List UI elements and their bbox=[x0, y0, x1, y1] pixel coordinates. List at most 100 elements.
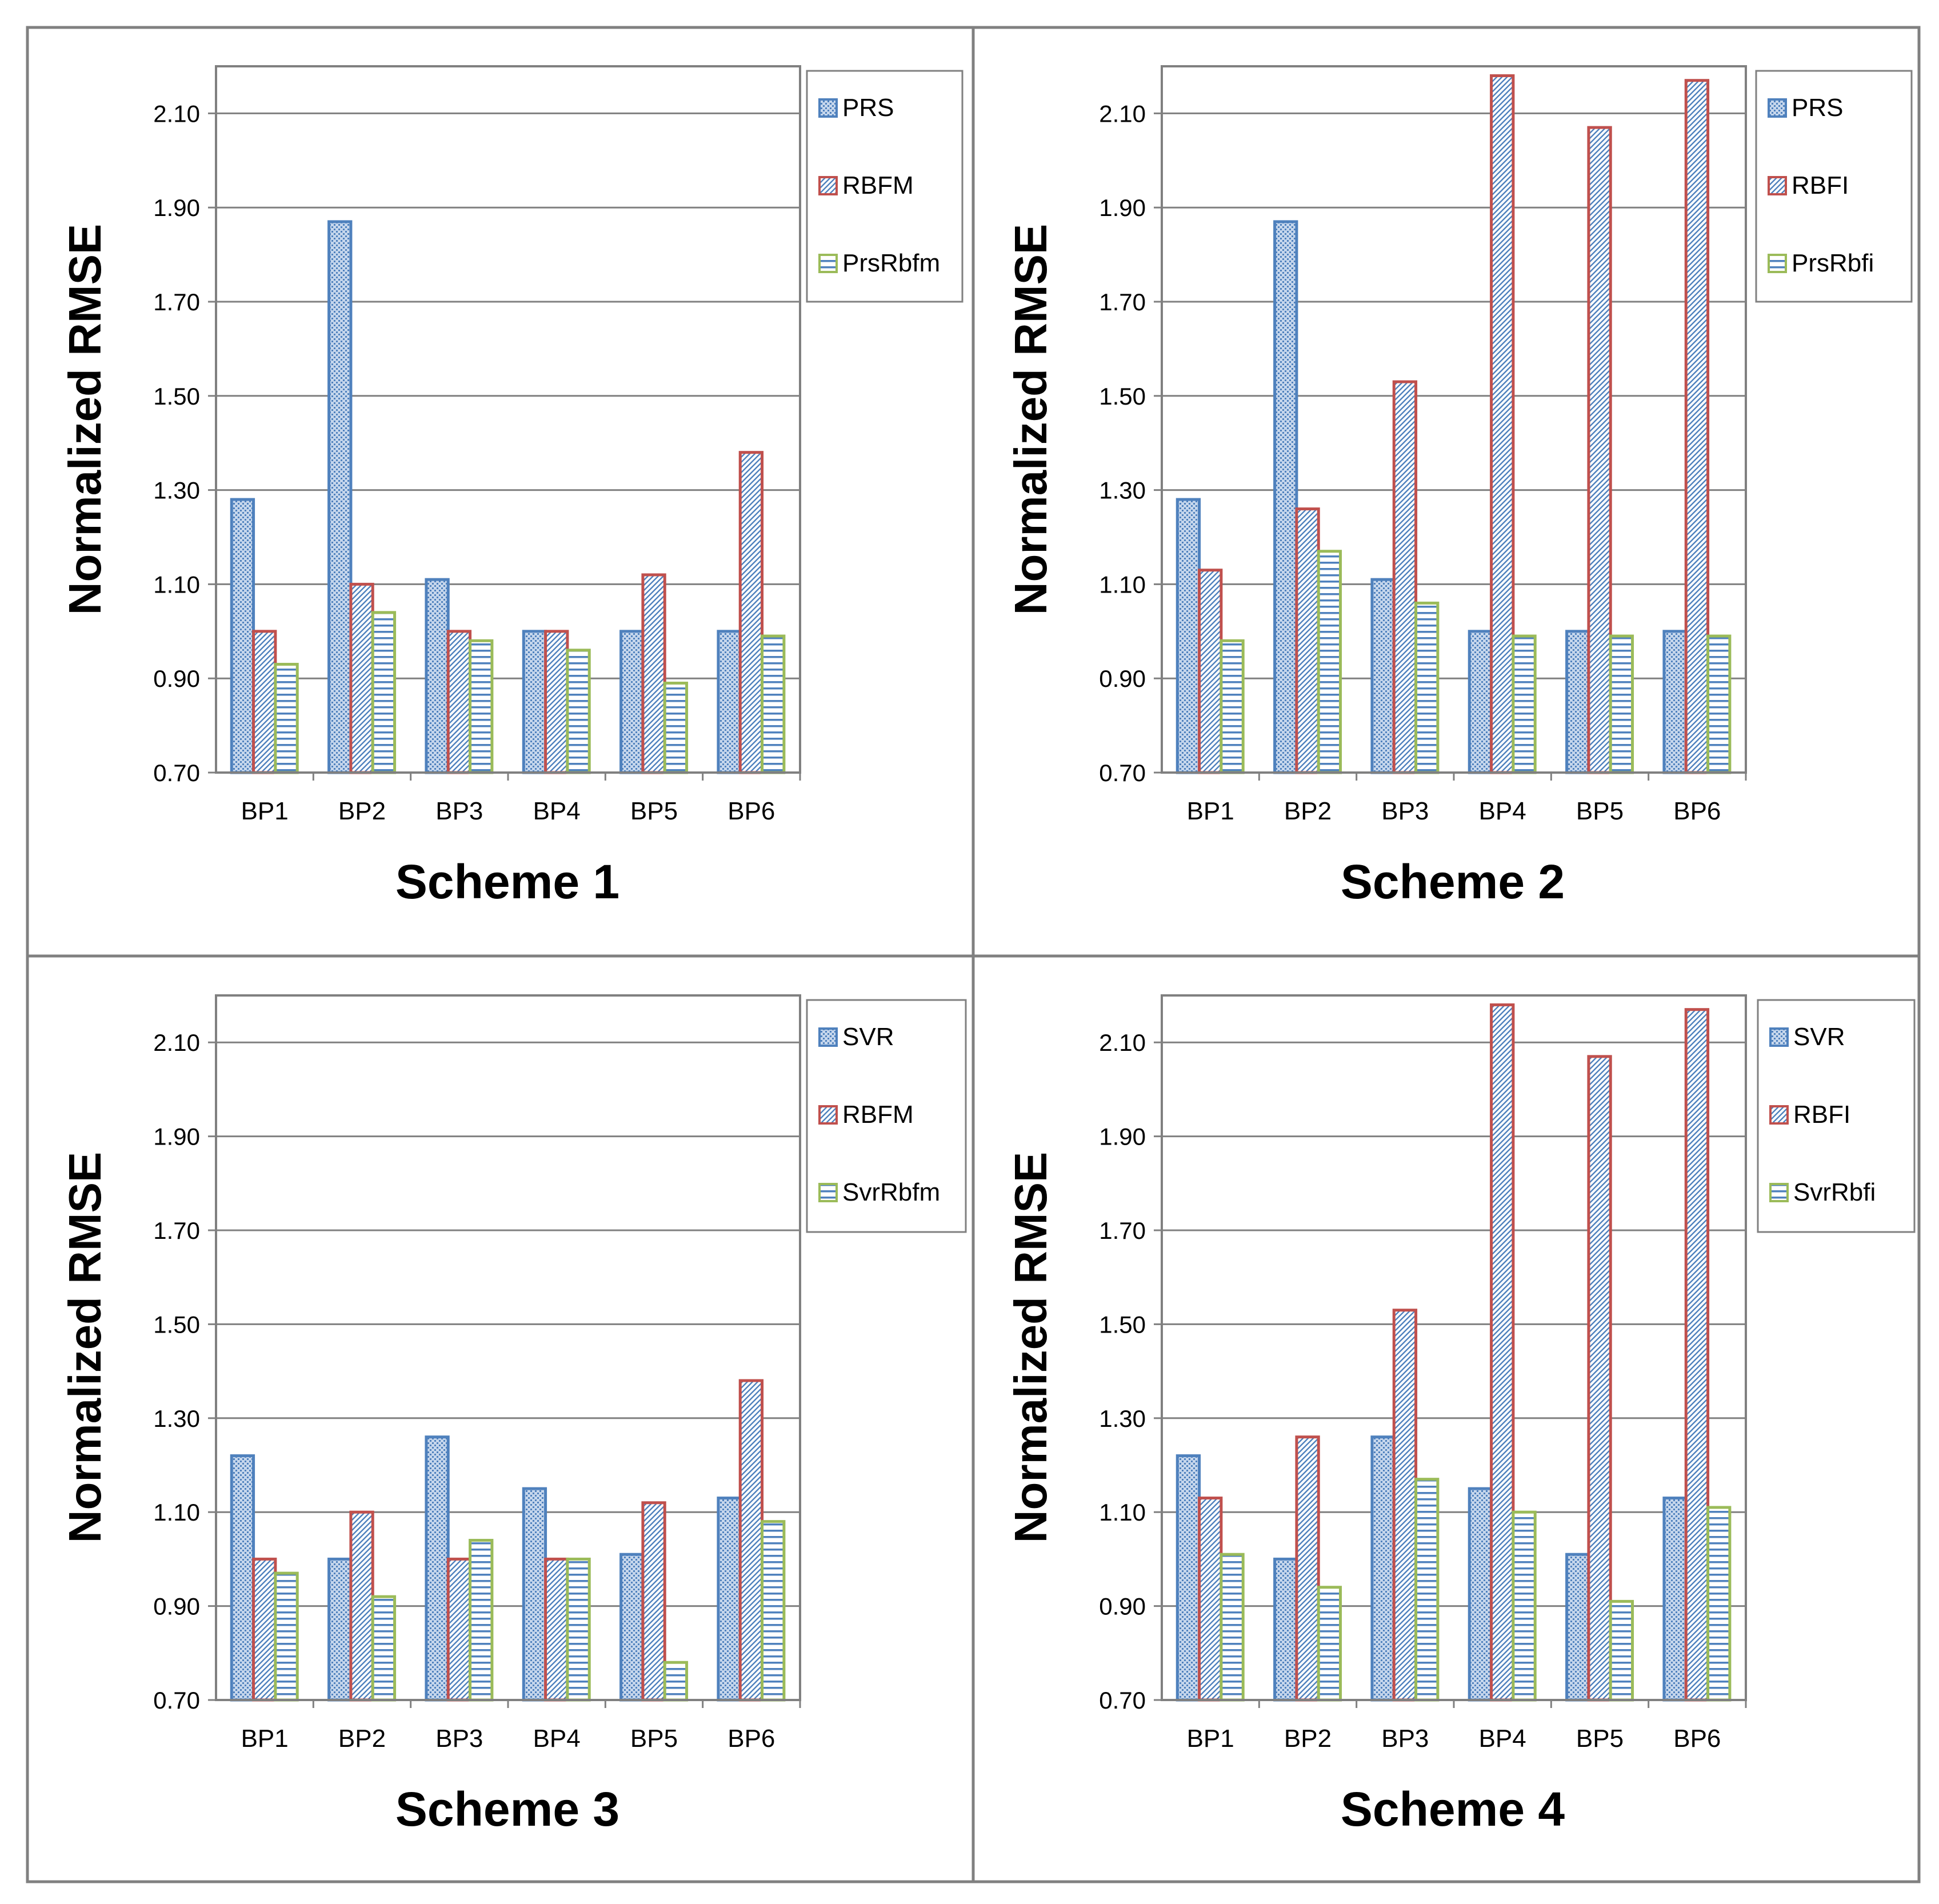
y-tick-label: 1.50 bbox=[1099, 383, 1146, 410]
y-tick-label: 0.90 bbox=[1099, 665, 1146, 692]
x-category-label: BP6 bbox=[1673, 797, 1721, 825]
bar-rbfi-bp6 bbox=[1684, 79, 1710, 774]
legend-swatch-svr bbox=[818, 1027, 838, 1047]
legend-label-svrrbfi: SvrRbfi bbox=[1793, 1178, 1876, 1206]
chart-title: Scheme 3 bbox=[395, 1782, 619, 1836]
x-axis-categories: BP1 BP2 BP3 BP4 BP5 BP6 bbox=[241, 1700, 801, 1753]
bar-rbfm-bp3 bbox=[446, 630, 472, 774]
chart-title: Scheme 2 bbox=[1341, 855, 1565, 909]
bar-rbfi-bp2 bbox=[1295, 1435, 1320, 1702]
y-tick-label: 1.30 bbox=[153, 1405, 200, 1432]
bar-prs-bp2 bbox=[1273, 220, 1298, 774]
y-axis-label: Normalized RMSE bbox=[1005, 1152, 1056, 1543]
y-tick-label: 1.90 bbox=[153, 1123, 200, 1150]
legend-swatch-prsrbfm bbox=[818, 254, 838, 273]
bar-rbfi-bp4 bbox=[1490, 1003, 1515, 1702]
bar-svrrbfm-bp1 bbox=[274, 1571, 299, 1702]
y-tick-label: 1.70 bbox=[1099, 1217, 1146, 1244]
y-axis-ticks: 0.70 0.90 1.10 1.30 1.50 1.70 1.90 2.10 bbox=[153, 100, 216, 786]
bar-rbfm-bp2 bbox=[349, 1510, 374, 1702]
bar-rbfm-bp1 bbox=[252, 630, 277, 774]
y-axis-ticks: 0.70 0.90 1.10 1.30 1.50 1.70 1.90 2.10 bbox=[1099, 1029, 1162, 1714]
legend-label-prsrbfm: PrsRbfm bbox=[842, 249, 940, 277]
bar-svr-bp1 bbox=[230, 1454, 255, 1702]
x-category-label: BP5 bbox=[630, 1725, 678, 1753]
bars bbox=[1176, 1003, 1732, 1702]
bar-svrrbfm-bp3 bbox=[469, 1539, 494, 1702]
x-category-label: BP4 bbox=[1479, 1725, 1526, 1753]
legend-swatch-svr bbox=[1769, 1027, 1789, 1047]
bar-prsrbfm-bp2 bbox=[371, 611, 397, 774]
legend-label-rbfm: RBFM bbox=[842, 1101, 914, 1129]
x-category-label: BP3 bbox=[435, 797, 483, 825]
bar-svrrbfm-bp2 bbox=[371, 1595, 397, 1702]
bar-svr-bp4 bbox=[522, 1487, 547, 1702]
y-tick-label: 0.70 bbox=[1099, 759, 1146, 786]
bar-svr-bp1 bbox=[1176, 1454, 1201, 1702]
bar-prs-bp1 bbox=[230, 498, 255, 774]
y-tick-label: 1.10 bbox=[153, 571, 200, 598]
bar-rbfi-bp5 bbox=[1587, 1055, 1612, 1702]
y-tick-label: 1.30 bbox=[153, 477, 200, 504]
y-tick-label: 1.90 bbox=[1099, 1123, 1146, 1150]
bar-prsrbfi-bp3 bbox=[1414, 601, 1440, 774]
x-category-label: BP5 bbox=[1576, 797, 1624, 825]
y-tick-label: 0.70 bbox=[153, 759, 200, 786]
bar-svr-bp2 bbox=[327, 1557, 353, 1702]
x-axis-categories: BP1 BP2 BP3 BP4 BP5 BP6 bbox=[1187, 1700, 1747, 1753]
bar-svrrbfi-bp6 bbox=[1706, 1506, 1732, 1702]
legend-label-prsrbfi: PrsRbfi bbox=[1792, 249, 1874, 277]
y-tick-label: 1.70 bbox=[1099, 289, 1146, 315]
bar-prs-bp1 bbox=[1176, 498, 1201, 774]
y-tick-label: 1.10 bbox=[1099, 571, 1146, 598]
x-category-label: BP5 bbox=[630, 797, 678, 825]
bar-rbfm-bp6 bbox=[738, 451, 764, 774]
x-axis-categories: BP1 BP2 BP3 BP4 BP5 BP6 bbox=[1187, 773, 1747, 825]
legend-label-prs: PRS bbox=[1792, 94, 1843, 122]
chart-panel-scheme-3: 0.700.901.101.301.501.701.902.10 BP1 BP2 B… bbox=[59, 994, 967, 1836]
legend-label-rbfm: RBFM bbox=[842, 171, 914, 199]
y-tick-label: 1.10 bbox=[1099, 1499, 1146, 1526]
y-tick-label: 1.30 bbox=[1099, 1405, 1146, 1432]
y-axis-ticks: 0.70 0.90 1.10 1.30 1.50 1.70 1.90 2.10 bbox=[1099, 100, 1162, 786]
bar-rbfi-bp1 bbox=[1198, 569, 1223, 774]
bar-svrrbfi-bp5 bbox=[1609, 1599, 1634, 1702]
y-tick-label: 1.90 bbox=[153, 194, 200, 221]
gridlines bbox=[216, 112, 800, 679]
y-tick-label: 2.10 bbox=[1099, 100, 1146, 127]
bar-rbfi-bp5 bbox=[1587, 126, 1612, 774]
gridlines bbox=[1162, 1041, 1746, 1607]
plot-area-frame bbox=[215, 994, 801, 1701]
y-tick-label: 1.90 bbox=[1099, 194, 1146, 221]
x-category-label: BP2 bbox=[1284, 797, 1332, 825]
gridlines bbox=[216, 1041, 800, 1607]
bar-prs-bp5 bbox=[1565, 630, 1590, 774]
bar-prs-bp3 bbox=[425, 578, 450, 774]
bar-prs-bp3 bbox=[1370, 578, 1396, 774]
y-tick-label: 1.10 bbox=[153, 1499, 200, 1526]
legend-swatch-prs bbox=[1768, 98, 1787, 118]
x-category-label: BP6 bbox=[727, 1725, 775, 1753]
legend: SVR RBFI SvrRbfi bbox=[1757, 999, 1916, 1233]
bar-svr-bp3 bbox=[425, 1435, 450, 1702]
y-tick-label: 0.90 bbox=[1099, 1593, 1146, 1620]
bar-svrrbfi-bp3 bbox=[1414, 1478, 1440, 1702]
bar-svrrbfi-bp4 bbox=[1512, 1510, 1537, 1702]
y-tick-label: 0.70 bbox=[153, 1687, 200, 1714]
legend-swatch-rbfm bbox=[818, 176, 838, 195]
bar-svrrbfm-bp6 bbox=[761, 1520, 786, 1702]
bar-rbfm-bp5 bbox=[641, 573, 666, 774]
bar-rbfi-bp2 bbox=[1295, 507, 1320, 774]
x-category-label: BP1 bbox=[241, 797, 289, 825]
chart-title: Scheme 1 bbox=[395, 855, 619, 909]
legend: SVR RBFM SvrRbfm bbox=[806, 999, 967, 1233]
bar-rbfm-bp2 bbox=[349, 582, 374, 774]
bar-prsrbfi-bp5 bbox=[1609, 634, 1634, 774]
x-category-label: BP5 bbox=[1576, 1725, 1624, 1753]
y-tick-label: 2.10 bbox=[1099, 1029, 1146, 1056]
legend-swatch-rbfm bbox=[818, 1105, 838, 1125]
legend-label-svr: SVR bbox=[1793, 1023, 1845, 1051]
legend: PRS RBFM PrsRbfm bbox=[806, 70, 963, 303]
bar-rbfi-bp4 bbox=[1490, 74, 1515, 774]
